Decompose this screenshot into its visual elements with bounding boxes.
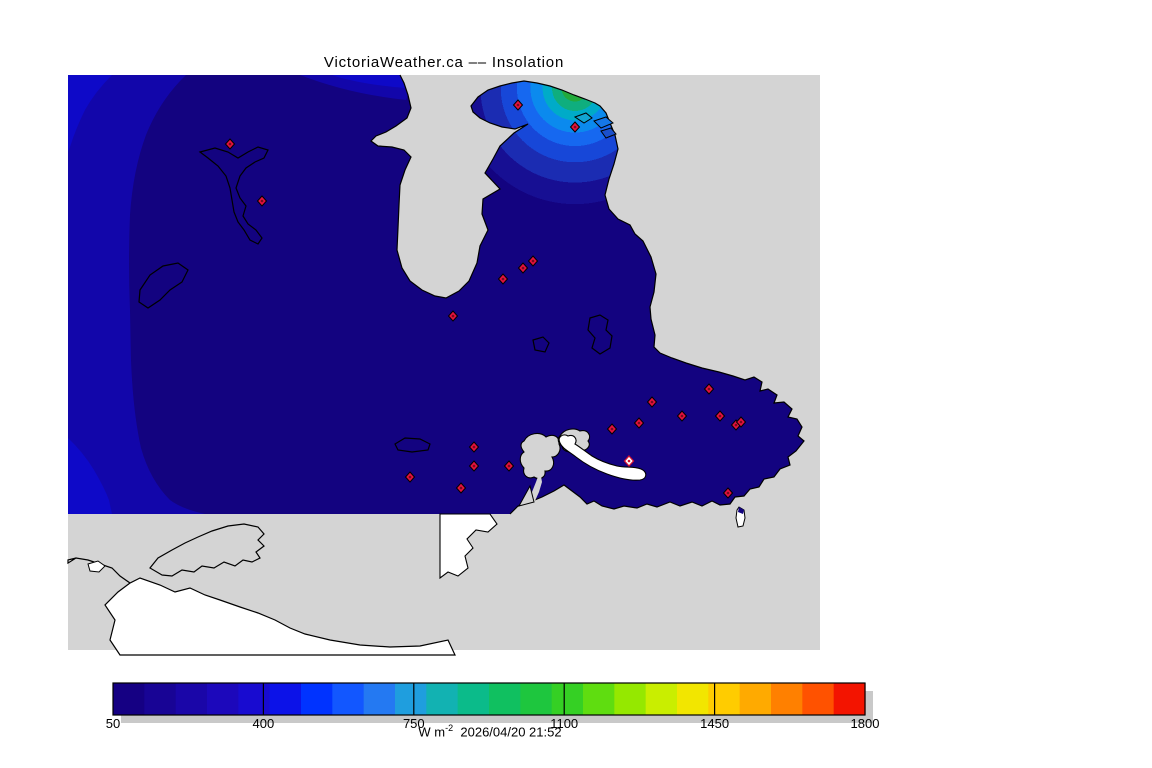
colorbar-cell	[520, 683, 553, 715]
colorbar-cell	[426, 683, 459, 715]
station-marker[interactable]	[676, 410, 688, 422]
station-marker[interactable]	[606, 423, 618, 435]
station-marker[interactable]	[447, 310, 459, 322]
colorbar-tick-label: 1800	[850, 716, 880, 731]
station-marker[interactable]	[512, 99, 524, 111]
colorbar-tick-label: 1100	[550, 716, 579, 731]
colorbar-tick-label: 50	[105, 716, 121, 731]
station-marker[interactable]	[569, 121, 581, 133]
contour-band-bright-corner	[68, 75, 112, 152]
colorbar-cell	[175, 683, 208, 715]
strait-white-water	[67, 557, 456, 656]
colorbar-cell	[301, 683, 333, 715]
station-marker[interactable]	[633, 417, 645, 429]
harbour-inlet-outline	[519, 432, 561, 480]
colorbar-cell	[677, 683, 709, 715]
colorbar-tick-label: 750	[402, 716, 425, 731]
colorbar-cell	[457, 683, 490, 715]
colorbar-cell	[238, 683, 271, 715]
lake-outline	[587, 314, 613, 355]
station-marker[interactable]	[224, 138, 236, 150]
colorbar-tick-label: 1450	[700, 716, 730, 731]
station-marker[interactable]	[404, 471, 416, 483]
colorbar-cell	[207, 683, 239, 715]
station-marker[interactable]	[468, 460, 480, 472]
colorbar-frame	[112, 682, 866, 716]
colorbar-cell	[269, 683, 302, 715]
lake-outline	[138, 262, 189, 309]
lagoon-outline	[517, 484, 535, 507]
colorbar-cell	[113, 683, 145, 715]
peninsula-outline	[149, 523, 265, 577]
station-marker[interactable]	[722, 487, 734, 499]
unit-exponent: -2	[445, 723, 454, 733]
colorbar-cell	[144, 683, 177, 715]
islet-tip	[738, 507, 744, 514]
colorbar-cell	[332, 683, 365, 715]
colorbar-tick-label: 400	[252, 716, 275, 731]
islet-outline	[87, 560, 106, 573]
colorbar-cell	[489, 683, 521, 715]
station-marker[interactable]	[714, 410, 726, 422]
station-marker[interactable]	[703, 383, 715, 395]
colorbar-cell	[363, 683, 396, 715]
colorbar-cells	[113, 683, 866, 715]
station-marker[interactable]	[517, 262, 529, 274]
station-marker[interactable]	[527, 255, 539, 267]
colorbar-cell	[739, 683, 772, 715]
contour-band-bright-topcoast	[332, 75, 405, 88]
colorbar-cell	[583, 683, 615, 715]
colorbar-cell	[645, 683, 678, 715]
colorbar	[112, 682, 873, 723]
station-marker[interactable]	[503, 460, 515, 472]
unit-label: W m	[418, 724, 446, 740]
colorbar-cell	[395, 683, 427, 715]
colorbar-unit-line: W m-2 2026/04/20 21:52	[330, 723, 650, 739]
page-title: VictoriaWeather.ca –– Insolation	[323, 54, 565, 71]
lake-outline	[198, 146, 269, 245]
lake-outline	[394, 437, 431, 453]
colorbar-cell	[771, 683, 803, 715]
colorbar-cell	[614, 683, 647, 715]
station-markers-layer	[224, 99, 747, 499]
colorbar-cell	[833, 683, 866, 715]
colorbar-ticks	[262, 683, 716, 715]
islet-outline	[593, 116, 614, 129]
station-marker[interactable]	[735, 416, 747, 428]
station-marker[interactable]	[455, 482, 467, 494]
bay-white-water	[439, 513, 498, 580]
station-marker[interactable]	[497, 273, 509, 285]
station-marker[interactable]	[646, 396, 658, 408]
station-marker[interactable]	[256, 195, 268, 207]
station-marker[interactable]	[468, 441, 480, 453]
islet-outline	[600, 127, 617, 139]
station-marker-highlighted[interactable]	[623, 455, 635, 467]
coastline	[370, 74, 805, 515]
colorbar-cell	[802, 683, 835, 715]
timestamp: 2026/04/20 21:52	[460, 724, 562, 740]
contour-band-bright-left	[68, 438, 112, 514]
victoria-harbour-white-channel	[558, 434, 647, 481]
colorbar-cell	[708, 683, 741, 715]
colorbar-cell	[551, 683, 584, 715]
contour-band-mid	[68, 75, 205, 514]
lake-outline	[532, 336, 550, 353]
islet-outline	[573, 112, 593, 124]
